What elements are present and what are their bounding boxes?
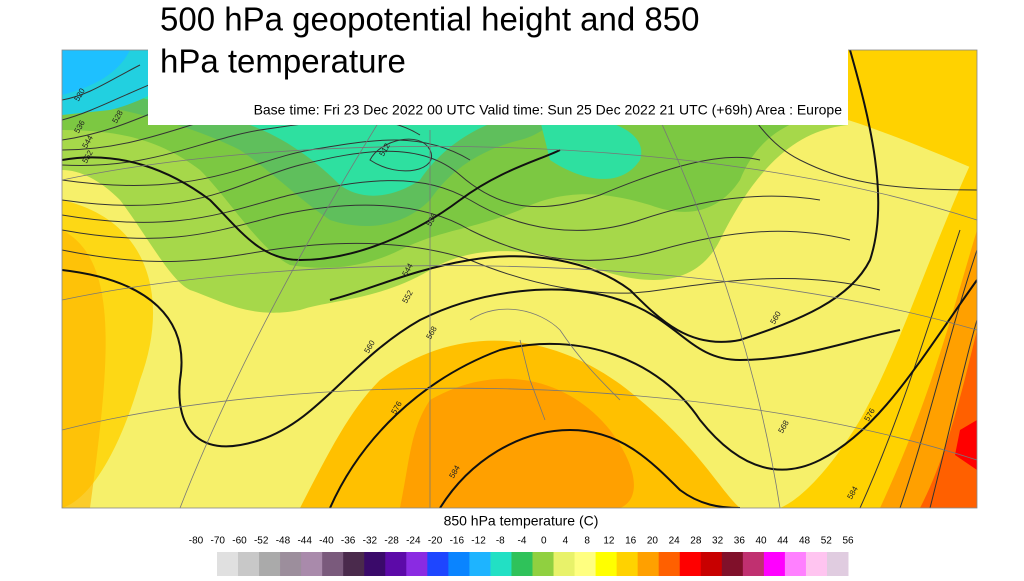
colorbar-cell: [637, 552, 660, 576]
colorbar-tick-label: -32: [363, 536, 378, 547]
colorbar-tick-label: 20: [647, 536, 659, 547]
colorbar-tick-label: 36: [734, 536, 746, 547]
colorbar-cell: [574, 552, 597, 576]
colorbar-tick-label: -70: [211, 536, 226, 547]
colorbar-tick-label: 44: [777, 536, 789, 547]
colorbar-tick-label: 32: [712, 536, 724, 547]
colorbar-tick-label: 52: [821, 536, 833, 547]
colorbar-cell: [532, 552, 555, 576]
colorbar-cell: [448, 552, 470, 576]
colorbar-cell: [322, 552, 344, 576]
colorbar-cell: [406, 552, 428, 576]
colorbar-tick-label: 16: [625, 536, 637, 547]
colorbar-cell: [826, 552, 849, 576]
colorbar-tick-label: -40: [319, 536, 334, 547]
colorbar-cell: [343, 552, 365, 576]
colorbar-cell: [679, 552, 702, 576]
colorbar-tick-label: -80: [189, 536, 204, 547]
colorbar-tick-label: -20: [428, 536, 443, 547]
colorbar-tick-label: 0: [541, 536, 547, 547]
colorbar-tick-label: -28: [384, 536, 399, 547]
colorbar-tick-label: 40: [756, 536, 768, 547]
colorbar-cell: [700, 552, 723, 576]
colorbar-tick-label: -8: [496, 536, 505, 547]
colorbar-tick-label: 48: [799, 536, 811, 547]
colorbar-tick-label: 4: [563, 536, 569, 547]
colorbar-tick-label: -24: [406, 536, 421, 547]
title: hPa temperature: [160, 43, 406, 80]
colorbar-cell: [238, 552, 260, 576]
colorbar-cell: [595, 552, 618, 576]
colorbar-tick-label: 24: [669, 536, 681, 547]
colorbar-cell: [364, 552, 386, 576]
colorbar-tick-label: 12: [603, 536, 615, 547]
colorbar-tick-label: -12: [471, 536, 486, 547]
colorbar-cell: [511, 552, 533, 576]
title-box: [148, 0, 848, 125]
colorbar-tick-label: -44: [297, 536, 312, 547]
subtitle: Base time: Fri 23 Dec 2022 00 UTC Valid …: [254, 102, 843, 118]
colorbar-cell: [616, 552, 639, 576]
colorbar-cell: [490, 552, 512, 576]
colorbar-tick-label: 56: [842, 536, 854, 547]
colorbar-cell: [469, 552, 491, 576]
colorbar-tick-label: -4: [518, 536, 527, 547]
colorbar-tick-label: -60: [232, 536, 247, 547]
colorbar-cell: [763, 552, 786, 576]
colorbar-tick-label: -52: [254, 536, 269, 547]
title: 500 hPa geopotential height and 850: [160, 1, 699, 38]
colorbar-cell: [721, 552, 744, 576]
colorbar-tick-label: 28: [690, 536, 702, 547]
colorbar-cell: [280, 552, 302, 576]
colorbar: -80 -70 -60 -52 -48 -44 -40 -36 -32 -28 -24 -20 -16-…: [189, 536, 854, 576]
colorbar-cell: [301, 552, 323, 576]
colorbar-tick-label: -48: [276, 536, 291, 547]
colorbar-cell: [784, 552, 807, 576]
colorbar-cell: [259, 552, 281, 576]
colorbar-tick-label: -36: [341, 536, 356, 547]
colorbar-cell: [805, 552, 828, 576]
colorbar-cell: [427, 552, 449, 576]
colorbar-cell: [742, 552, 765, 576]
colorbar-label: 850 hPa temperature (C): [444, 513, 599, 529]
colorbar-cell: [553, 552, 576, 576]
colorbar-tick-label: 8: [584, 536, 590, 547]
colorbar-tick-label: -16: [450, 536, 465, 547]
colorbar-cell: [658, 552, 681, 576]
colorbar-cell: [385, 552, 407, 576]
colorbar-cell: [217, 552, 239, 576]
